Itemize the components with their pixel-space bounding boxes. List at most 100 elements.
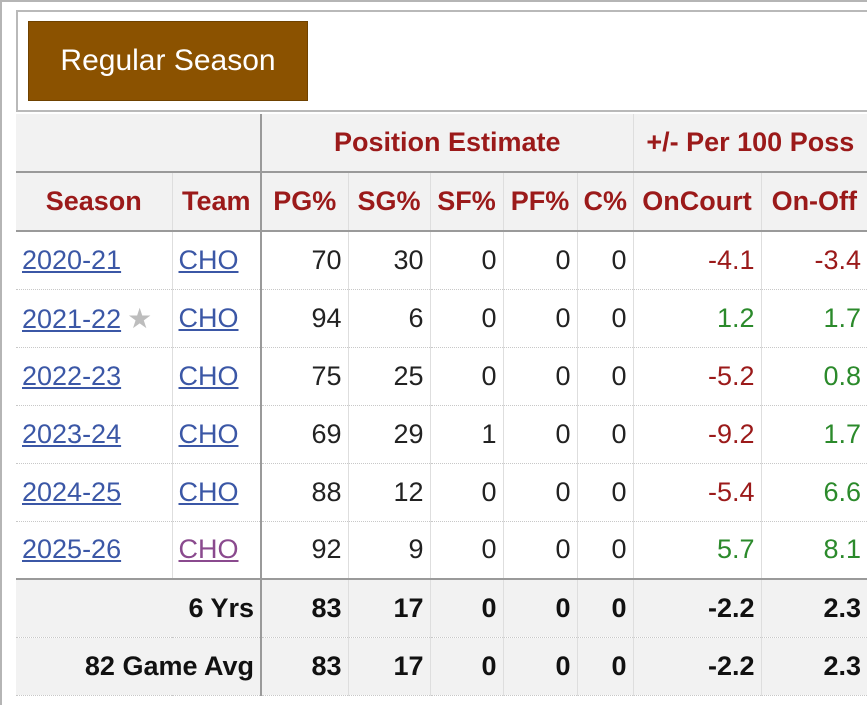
column-header-team[interactable]: Team	[171, 171, 262, 232]
c-cell: 0	[576, 463, 634, 522]
c-cell: 0	[576, 289, 634, 348]
team-link[interactable]: CHO	[178, 476, 239, 507]
oncourt-cell: 1.2	[632, 289, 762, 348]
pf-cell: 0	[502, 289, 577, 348]
totals-on-off: 2.3	[760, 637, 867, 696]
pg-cell: 69	[261, 405, 348, 464]
pg-cell: 88	[261, 463, 348, 522]
season-link[interactable]: 2024-25	[22, 476, 122, 507]
pg-cell: 94	[261, 289, 348, 348]
pf-cell: 0	[502, 463, 577, 522]
on-off-cell: 1.7	[760, 289, 867, 348]
table-row: 2021-22 ★ CHO 94 6 0 0 0 1.2 1.7	[16, 289, 867, 348]
pf-cell: 0	[502, 521, 577, 580]
table-row: 2020-21 CHO 70 30 0 0 0 -4.1 -3.4	[16, 231, 867, 290]
team-cell: CHO	[171, 347, 262, 406]
column-header-pf[interactable]: PF%	[502, 171, 577, 232]
season-cell: 2022-23	[16, 347, 172, 406]
over-header-blank	[16, 114, 262, 173]
c-cell: 0	[576, 347, 634, 406]
column-header-season[interactable]: Season	[16, 171, 172, 232]
totals-sf: 0	[429, 637, 503, 696]
column-header-on-off[interactable]: On-Off	[760, 171, 867, 232]
over-header-row: Position Estimate +/- Per 100 Poss	[16, 114, 867, 173]
sf-cell: 0	[429, 347, 503, 406]
table-row: 2023-24 CHO 69 29 1 0 0 -9.2 1.7	[16, 405, 867, 464]
column-header-pg[interactable]: PG%	[261, 171, 348, 232]
over-header-position-estimate: Position Estimate	[261, 114, 634, 173]
totals-label: 6 Yrs	[16, 578, 262, 638]
column-header-oncourt[interactable]: OnCourt	[632, 171, 762, 232]
oncourt-cell: -5.2	[632, 347, 762, 406]
all-star-star-icon: ★	[127, 302, 153, 334]
totals-oncourt: -2.2	[632, 578, 762, 638]
pg-cell: 70	[261, 231, 348, 290]
team-link[interactable]: CHO	[178, 302, 239, 333]
pg-cell: 75	[261, 347, 348, 406]
season-cell: 2023-24	[16, 405, 172, 464]
oncourt-cell: -4.1	[632, 231, 762, 290]
oncourt-cell: 5.7	[632, 521, 762, 580]
season-link[interactable]: 2021-22	[22, 303, 122, 334]
totals-pg: 83	[261, 637, 348, 696]
totals-pg: 83	[261, 578, 348, 638]
table-row: 2025-26 CHO 92 9 0 0 0 5.7 8.1	[16, 521, 867, 580]
on-off-cell: 8.1	[760, 521, 867, 580]
totals-sg: 17	[347, 578, 430, 638]
c-cell: 0	[576, 405, 634, 464]
column-header-sf[interactable]: SF%	[429, 171, 503, 232]
team-cell: CHO	[171, 463, 262, 522]
table-row: 2024-25 CHO 88 12 0 0 0 -5.4 6.6	[16, 463, 867, 522]
on-off-cell: 6.6	[760, 463, 867, 522]
totals-sf: 0	[429, 578, 503, 638]
table-row: 2022-23 CHO 75 25 0 0 0 -5.2 0.8	[16, 347, 867, 406]
pf-cell: 0	[502, 231, 577, 290]
position-estimate-table: Position Estimate +/- Per 100 Poss Seaso…	[16, 114, 867, 696]
team-cell: CHO	[171, 405, 262, 464]
pg-cell: 92	[261, 521, 348, 580]
season-cell: 2021-22 ★	[16, 289, 172, 348]
totals-label: 82 Game Avg	[16, 637, 262, 696]
oncourt-cell: -9.2	[632, 405, 762, 464]
season-cell: 2024-25	[16, 463, 172, 522]
column-header-sg[interactable]: SG%	[347, 171, 430, 232]
totals-pf: 0	[502, 578, 577, 638]
team-link[interactable]: CHO	[178, 360, 239, 391]
season-link[interactable]: 2022-23	[22, 360, 122, 391]
totals-c: 0	[576, 637, 634, 696]
sg-cell: 6	[347, 289, 430, 348]
totals-pf: 0	[502, 637, 577, 696]
sg-cell: 12	[347, 463, 430, 522]
season-cell: 2025-26	[16, 521, 172, 580]
c-cell: 0	[576, 521, 634, 580]
team-link[interactable]: CHO	[178, 418, 239, 449]
season-link[interactable]: 2023-24	[22, 418, 122, 449]
on-off-cell: -3.4	[760, 231, 867, 290]
team-cell: CHO	[171, 231, 262, 290]
team-cell: CHO	[171, 521, 262, 580]
totals-row: 82 Game Avg 83 17 0 0 0 -2.2 2.3	[16, 637, 867, 696]
regular-season-button[interactable]: Regular Season	[28, 21, 308, 101]
sg-cell: 9	[347, 521, 430, 580]
totals-oncourt: -2.2	[632, 637, 762, 696]
pf-cell: 0	[502, 405, 577, 464]
over-header-plus-minus: +/- Per 100 Poss	[632, 114, 867, 173]
totals-on-off: 2.3	[760, 578, 867, 638]
team-link[interactable]: CHO	[178, 534, 239, 565]
column-header-c[interactable]: C%	[576, 171, 634, 232]
team-link[interactable]: CHO	[178, 244, 239, 275]
sg-cell: 25	[347, 347, 430, 406]
column-header-row: Season Team PG% SG% SF% PF% C% OnCourt O…	[16, 171, 867, 232]
sg-cell: 30	[347, 231, 430, 290]
pf-cell: 0	[502, 347, 577, 406]
table-footer: 6 Yrs 83 17 0 0 0 -2.2 2.3 82 Game Avg 83 17 0 0 0 -2.…	[16, 578, 867, 696]
season-link[interactable]: 2020-21	[22, 244, 122, 275]
totals-sg: 17	[347, 637, 430, 696]
season-cell: 2020-21	[16, 231, 172, 290]
season-link[interactable]: 2025-26	[22, 534, 122, 565]
team-cell: CHO	[171, 289, 262, 348]
sf-cell: 0	[429, 289, 503, 348]
on-off-cell: 1.7	[760, 405, 867, 464]
sf-cell: 0	[429, 463, 503, 522]
